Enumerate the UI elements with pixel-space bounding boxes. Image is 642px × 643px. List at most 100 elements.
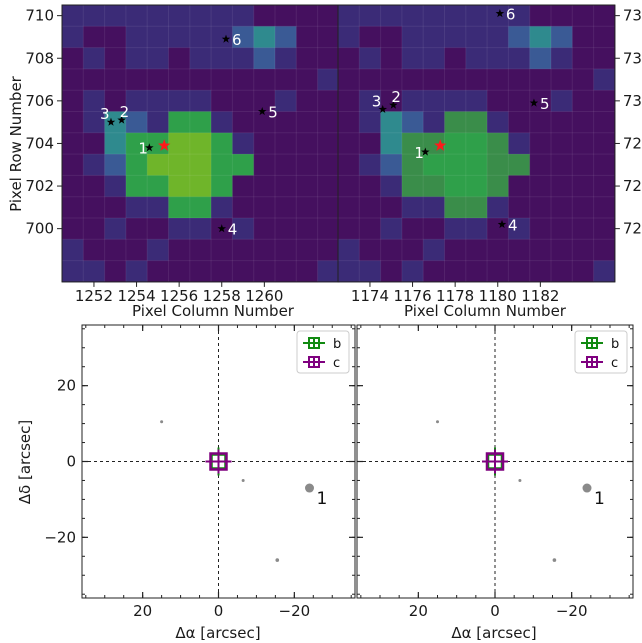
pixel-cell <box>232 26 255 48</box>
pixel-cell <box>211 154 233 176</box>
pixel-cell <box>423 111 445 134</box>
pixel-cell <box>423 5 445 27</box>
pixel-cell <box>168 154 191 176</box>
neighbor-star-label: 1 <box>414 144 424 162</box>
pixel-cell <box>572 111 594 134</box>
pixel-cell <box>529 111 552 134</box>
pixel-cell <box>338 132 360 155</box>
pixel-cell <box>317 111 340 134</box>
neighbor-star-label: 4 <box>508 216 518 234</box>
pixel-cell <box>465 175 488 198</box>
pixel-cell <box>147 260 169 283</box>
pixel-cell <box>593 260 616 283</box>
pixel-cell <box>359 218 381 240</box>
pixel-cell <box>296 132 318 155</box>
pixel-cell <box>125 260 148 283</box>
pixel-cell <box>338 26 360 48</box>
legend-label: c <box>611 356 618 371</box>
x-tick-label: 1256 <box>160 287 198 305</box>
tpf-heatmap-left: 1252 1254 1256 1258 126071070870670470270012… <box>25 4 340 305</box>
x-tick-label: 1252 <box>75 287 113 305</box>
pixel-cell <box>529 260 552 283</box>
pixel-cell <box>593 132 616 155</box>
pixel-cell <box>444 68 467 91</box>
legend-marker <box>586 356 598 368</box>
pixel-cell <box>62 68 84 91</box>
x-tick-label: −20 <box>279 602 311 620</box>
pixel-cell <box>317 47 340 70</box>
pixel-cell <box>529 5 552 27</box>
pixel-cell <box>444 26 467 48</box>
pixel-cell <box>62 175 84 198</box>
pixel-cell <box>232 90 255 112</box>
pixel-cell <box>380 239 403 261</box>
pixel-cell <box>168 196 191 219</box>
pixel-cell <box>275 68 297 91</box>
pixel-cell <box>487 26 509 48</box>
pixel-cell <box>104 132 127 155</box>
pixel-cell <box>401 90 424 112</box>
pixel-cell <box>359 5 381 27</box>
legend-label: b <box>611 337 619 352</box>
pixel-cell <box>508 239 531 261</box>
pixel-cell <box>168 5 191 27</box>
pixel-cell <box>104 154 127 176</box>
pixel-cell <box>508 90 531 112</box>
pixel-cell <box>444 196 467 219</box>
pixel-cell <box>296 154 318 176</box>
pixel-cell <box>253 90 276 112</box>
pixel-cell <box>444 154 467 176</box>
neighbor-star-marker <box>106 117 116 126</box>
pixel-cell <box>83 218 105 240</box>
pixel-cell <box>465 239 488 261</box>
y-tick-label: 704 <box>25 134 54 152</box>
neighbor-star-label: 1 <box>138 140 148 158</box>
pixel-cell <box>508 218 531 240</box>
pixel-cell <box>83 47 105 70</box>
pixel-cell <box>62 218 84 240</box>
pixel-cell <box>189 90 212 112</box>
pixel-cell <box>232 218 255 240</box>
pixel-cell <box>551 47 573 70</box>
pixel-cell <box>125 5 148 27</box>
pixel-cell <box>147 26 169 48</box>
pixel-cell <box>211 239 233 261</box>
x-axis-label-top-left: Pixel Column Number <box>132 302 295 320</box>
pixel-cell <box>444 132 467 155</box>
y-tick-label: 0 <box>66 453 76 471</box>
pixel-cell <box>147 154 169 176</box>
pixel-cell <box>189 111 212 134</box>
pixel-cell <box>423 175 445 198</box>
pixel-cell <box>62 239 84 261</box>
pixel-cell <box>529 47 552 70</box>
y-axis-label-bottom: Δδ [arcsec] <box>16 420 34 504</box>
pixel-cell <box>338 154 360 176</box>
pixel-cell <box>423 154 445 176</box>
pixel-cell <box>551 218 573 240</box>
pixel-cell <box>104 239 127 261</box>
pixel-cell <box>104 175 127 198</box>
pixel-cell <box>125 26 148 48</box>
pixel-cell <box>317 90 340 112</box>
pixel-cell <box>62 90 84 112</box>
pixel-cell <box>465 132 488 155</box>
pixel-cell <box>317 175 340 198</box>
legend-marker <box>586 337 598 349</box>
pixel-cell <box>275 47 297 70</box>
pixel-cell <box>211 68 233 91</box>
pixel-cell <box>551 26 573 48</box>
pixel-cell <box>296 90 318 112</box>
pixel-cell <box>253 175 276 198</box>
pixel-cell <box>83 26 105 48</box>
pixel-cell <box>508 196 531 219</box>
pixel-cell <box>401 26 424 48</box>
neighbor-star-marker <box>495 9 505 18</box>
x-tick-label: 1180 <box>479 287 517 305</box>
pixel-cell <box>487 196 509 219</box>
pixel-cell <box>465 218 488 240</box>
pixel-cell <box>211 47 233 70</box>
pixel-cell <box>147 175 169 198</box>
pixel-cell <box>253 154 276 176</box>
x-tick-label: 1176 <box>393 287 431 305</box>
